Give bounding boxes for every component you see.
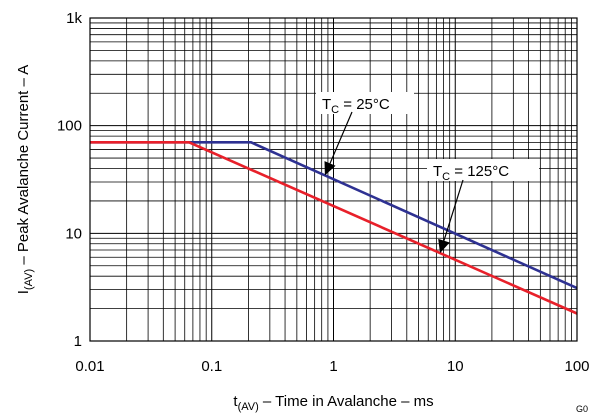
annotation-bg (427, 159, 539, 181)
x-axis-title: t(AV) – Time in Avalanche – ms (233, 393, 433, 413)
x-tick-label: 100 (564, 358, 589, 375)
x-tick-label: 1 (329, 358, 337, 375)
x-axis-title-rest: – Time in Avalanche – ms (259, 393, 434, 410)
series-label-main: T (322, 96, 331, 113)
x-axis-title-subscript: (AV) (238, 401, 259, 413)
series-annotation-1: TC = 125°C (427, 159, 539, 254)
y-tick-labels: 1 10 100 1k (57, 10, 83, 350)
y-tick-label: 100 (57, 118, 82, 135)
x-axis-title-main: t (233, 393, 238, 410)
y-axis-title-main: I (15, 290, 32, 294)
y-tick-label: 1 (74, 333, 82, 350)
series-annotation-0: TC = 25°C (316, 92, 414, 176)
annotation-layer: TC = 25°CTC = 125°C (316, 92, 539, 254)
leader-line (443, 179, 464, 241)
arrowhead (324, 161, 336, 176)
x-tick-label: 10 (447, 358, 464, 375)
y-axis-title-rest: – Peak Avalanche Current – A (15, 65, 32, 269)
series-label-rest: = 25°C (339, 96, 390, 113)
x-tick-labels: 0.01 0.1 1 10 100 (75, 358, 589, 375)
y-axis-title-subscript: (AV) (23, 269, 35, 290)
series-label-subscript: C (442, 171, 450, 183)
plot-frame (89, 17, 578, 342)
series-label-1: TC = 125°C (433, 163, 509, 183)
series-label-subscript: C (331, 104, 339, 116)
arrowhead (438, 238, 450, 254)
series-label-rest: = 125°C (450, 163, 509, 180)
figure-id: G0 (576, 404, 588, 414)
annotation-bg (316, 92, 414, 114)
series-label-0: TC = 25°C (322, 96, 390, 116)
series-layer (90, 141, 578, 315)
y-tick-label: 10 (65, 225, 82, 242)
y-axis-title: I(AV) – Peak Avalanche Current – A (15, 65, 35, 294)
y-tick-label: 1k (66, 10, 82, 27)
series-line-1 (90, 141, 578, 315)
series-label-main: T (433, 163, 442, 180)
x-tick-label: 0.1 (201, 358, 222, 375)
x-tick-label: 0.01 (75, 358, 104, 375)
leader-line (329, 111, 353, 164)
